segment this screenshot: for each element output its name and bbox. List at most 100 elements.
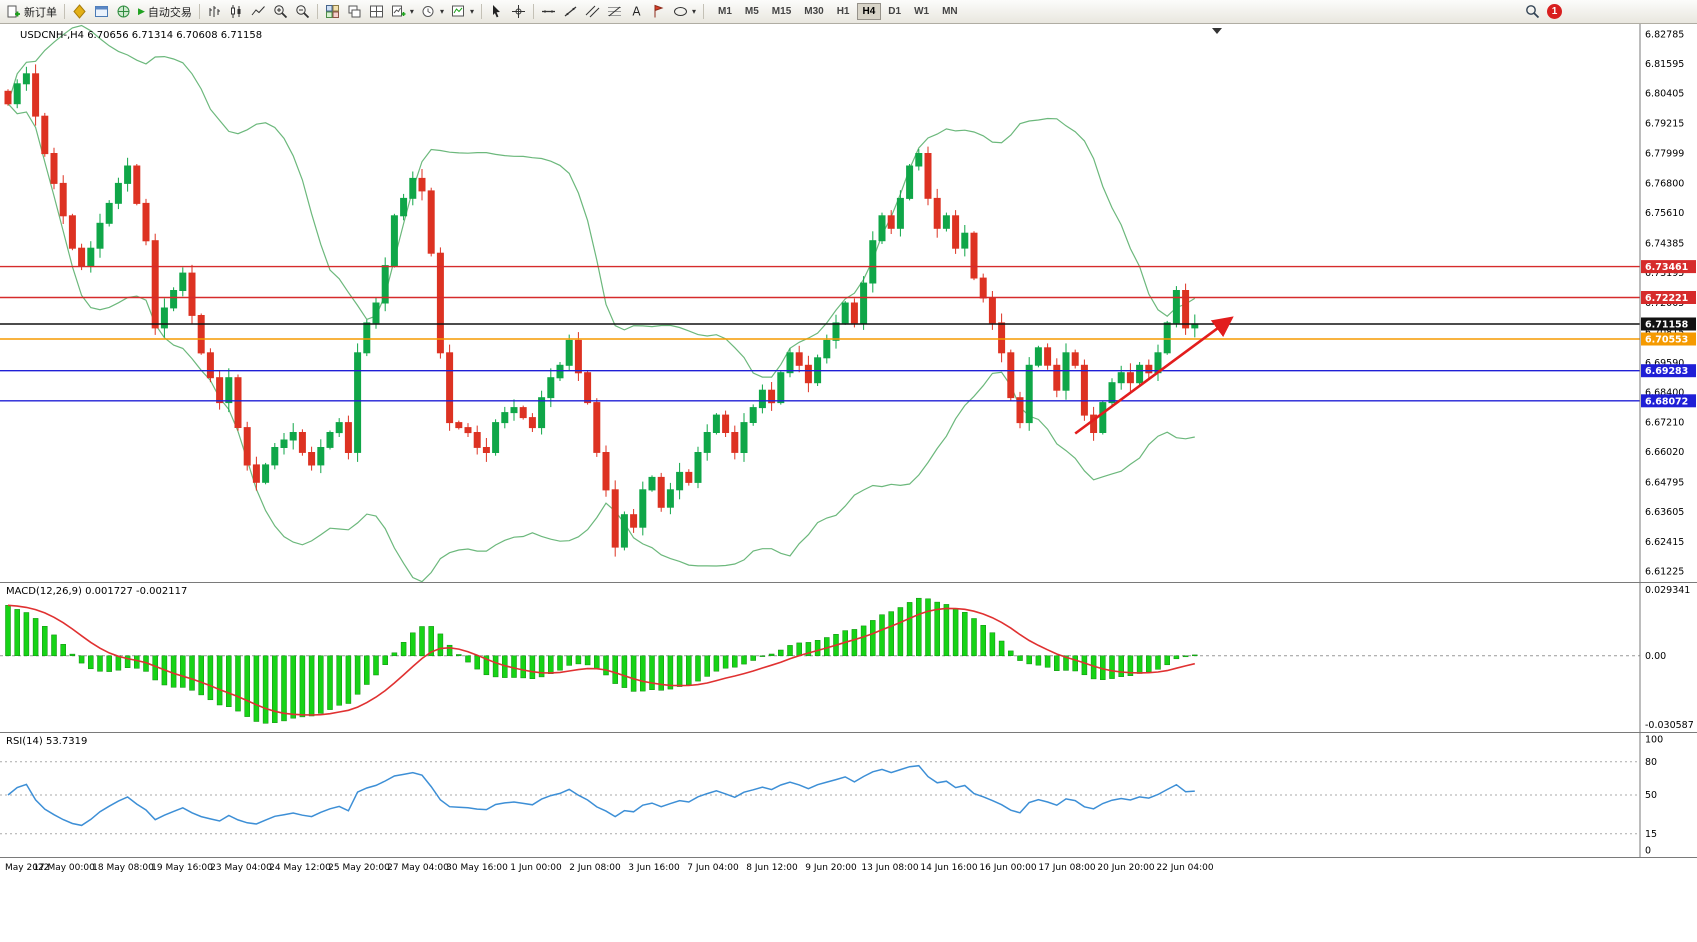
timeframe-h4-button[interactable]: H4 bbox=[856, 3, 882, 20]
cursor-tool-button[interactable] bbox=[486, 2, 507, 22]
fibonacci-icon bbox=[607, 6, 621, 17]
svg-text:25 May 20:00: 25 May 20:00 bbox=[328, 863, 390, 873]
timeframe-m15-button[interactable]: M15 bbox=[771, 6, 792, 17]
trendline-tool-button[interactable] bbox=[560, 2, 581, 22]
cascade-windows-button[interactable] bbox=[344, 2, 365, 22]
cascade-windows-icon bbox=[348, 5, 361, 18]
macd-panel[interactable]: 0.029341 0.00 -0.030587 MACD(12,26,9) 0.001… bbox=[0, 583, 1697, 733]
chevron-down-icon: ▾ bbox=[469, 6, 474, 16]
svg-text:6.62415: 6.62415 bbox=[1645, 537, 1684, 548]
toolbar-separator bbox=[532, 4, 534, 19]
rsi-svg[interactable]: 100 80 50 15 0 RSI(14) 53.7319 bbox=[0, 733, 1697, 857]
market-watch-button[interactable] bbox=[69, 2, 90, 22]
toolbar-separator bbox=[702, 4, 704, 19]
svg-text:6.69283: 6.69283 bbox=[1645, 366, 1688, 377]
periods-button[interactable]: ▾ bbox=[418, 2, 447, 22]
svg-text:6.76800: 6.76800 bbox=[1645, 178, 1684, 189]
search-icon[interactable] bbox=[1525, 4, 1540, 19]
svg-text:6.80405: 6.80405 bbox=[1645, 89, 1684, 100]
svg-text:30 May 16:00: 30 May 16:00 bbox=[446, 863, 508, 873]
navigator-button[interactable] bbox=[113, 2, 134, 22]
tile-windows-icon bbox=[325, 5, 339, 18]
svg-text:6.73461: 6.73461 bbox=[1645, 262, 1688, 273]
svg-text:15: 15 bbox=[1645, 829, 1657, 840]
toolbar-separator bbox=[480, 4, 482, 19]
crosshair-icon bbox=[511, 5, 525, 18]
timeframe-m1-button[interactable]: M1 bbox=[717, 6, 732, 17]
time-axis: May 2022 17 May 00:00 18 May 08:00 19 May 1… bbox=[0, 858, 1697, 942]
svg-text:6.81595: 6.81595 bbox=[1645, 59, 1684, 70]
main-chart-svg[interactable]: 6.82785 6.81595 6.80405 6.79215 6.77999 6.768… bbox=[0, 24, 1697, 582]
chevron-down-icon: ▾ bbox=[409, 6, 414, 16]
svg-text:6.70553: 6.70553 bbox=[1645, 335, 1688, 346]
svg-text:A: A bbox=[632, 5, 641, 19]
svg-text:16 Jun 00:00: 16 Jun 00:00 bbox=[979, 863, 1036, 873]
svg-text:6.72221: 6.72221 bbox=[1645, 293, 1688, 304]
new-order-label: 新订单 bbox=[24, 6, 57, 19]
indicators-icon bbox=[451, 5, 464, 17]
svg-text:2 Jun 08:00: 2 Jun 08:00 bbox=[569, 863, 621, 873]
timeframe-group: M1 M5 M15 M30 H1 H4 D1 W1 MN bbox=[712, 3, 964, 20]
arrange-windows-icon bbox=[369, 5, 383, 18]
toolbar-separator bbox=[198, 4, 200, 19]
cursor-icon bbox=[492, 5, 500, 18]
autotrade-play-icon: ▶ bbox=[138, 6, 145, 16]
svg-text:80: 80 bbox=[1645, 757, 1657, 768]
svg-text:17 Jun 08:00: 17 Jun 08:00 bbox=[1038, 863, 1095, 873]
macd-svg[interactable]: 0.029341 0.00 -0.030587 MACD(12,26,9) 0.001… bbox=[0, 583, 1697, 732]
arrange-windows-button[interactable] bbox=[366, 2, 387, 22]
svg-text:1 Jun 00:00: 1 Jun 00:00 bbox=[510, 863, 562, 873]
rsi-panel[interactable]: 100 80 50 15 0 RSI(14) 53.7319 bbox=[0, 733, 1697, 858]
text-tool-button[interactable]: A bbox=[626, 2, 647, 22]
bars-chart-icon bbox=[209, 6, 220, 17]
new-chart-icon bbox=[391, 5, 406, 17]
crosshair-tool-button[interactable] bbox=[508, 2, 529, 22]
hline-tool-button[interactable] bbox=[538, 2, 559, 22]
zoom-out-icon bbox=[296, 5, 310, 19]
horizontal-line-icon bbox=[541, 10, 555, 13]
timeframe-h1-button[interactable]: H1 bbox=[836, 6, 850, 17]
svg-text:19 May 16:00: 19 May 16:00 bbox=[151, 863, 213, 873]
svg-text:6.79215: 6.79215 bbox=[1645, 118, 1684, 129]
svg-text:6.66020: 6.66020 bbox=[1645, 447, 1684, 458]
trendline-icon bbox=[564, 6, 577, 17]
new-chart-button[interactable]: ▾ bbox=[388, 2, 417, 22]
data-window-button[interactable] bbox=[91, 2, 112, 22]
svg-text:6.69590: 6.69590 bbox=[1645, 358, 1684, 369]
indicators-button[interactable]: ▾ bbox=[448, 2, 477, 22]
timeframe-d1-button[interactable]: D1 bbox=[888, 6, 902, 17]
channel-tool-button[interactable] bbox=[582, 2, 603, 22]
svg-text:18 May 08:00: 18 May 08:00 bbox=[92, 863, 154, 873]
zoom-out-button[interactable] bbox=[292, 2, 313, 22]
zoom-in-button[interactable] bbox=[270, 2, 291, 22]
market-watch-icon bbox=[73, 4, 86, 19]
svg-text:6.75610: 6.75610 bbox=[1645, 208, 1684, 219]
new-order-button[interactable]: 新订单 bbox=[3, 2, 60, 22]
ellipse-shape-icon bbox=[673, 7, 687, 16]
svg-text:14 Jun 16:00: 14 Jun 16:00 bbox=[920, 863, 977, 873]
candlestick-chart-button[interactable] bbox=[226, 2, 247, 22]
svg-text:6.71158: 6.71158 bbox=[1645, 320, 1689, 331]
channel-icon bbox=[585, 5, 600, 18]
notification-badge[interactable]: 1 bbox=[1547, 4, 1562, 19]
line-chart-button[interactable] bbox=[248, 2, 269, 22]
timeframe-w1-button[interactable]: W1 bbox=[914, 6, 930, 17]
main-chart-panel[interactable]: 6.82785 6.81595 6.80405 6.79215 6.77999 6.768… bbox=[0, 24, 1697, 583]
timeframe-m5-button[interactable]: M5 bbox=[744, 6, 759, 17]
tile-windows-button[interactable] bbox=[322, 2, 343, 22]
bars-chart-button[interactable] bbox=[204, 2, 225, 22]
autotrade-button[interactable]: ▶ 自动交易 bbox=[135, 2, 195, 22]
shapes-tool-button[interactable]: ▾ bbox=[670, 2, 699, 22]
svg-text:6.64795: 6.64795 bbox=[1645, 478, 1684, 489]
toolbar: 新订单 ▶ 自动交易 bbox=[0, 0, 1697, 24]
new-order-icon bbox=[7, 5, 20, 18]
chevron-down-icon: ▾ bbox=[439, 6, 444, 16]
timeframe-m30-button[interactable]: M30 bbox=[804, 6, 824, 17]
timeframe-mn-button[interactable]: MN bbox=[942, 6, 958, 17]
fibonacci-tool-button[interactable] bbox=[604, 2, 625, 22]
svg-text:-0.030587: -0.030587 bbox=[1645, 720, 1694, 731]
arrow-label-tool-button[interactable] bbox=[648, 2, 669, 22]
svg-text:MACD(12,26,9) 0.001727 -0.0021: MACD(12,26,9) 0.001727 -0.002117 bbox=[6, 586, 187, 597]
